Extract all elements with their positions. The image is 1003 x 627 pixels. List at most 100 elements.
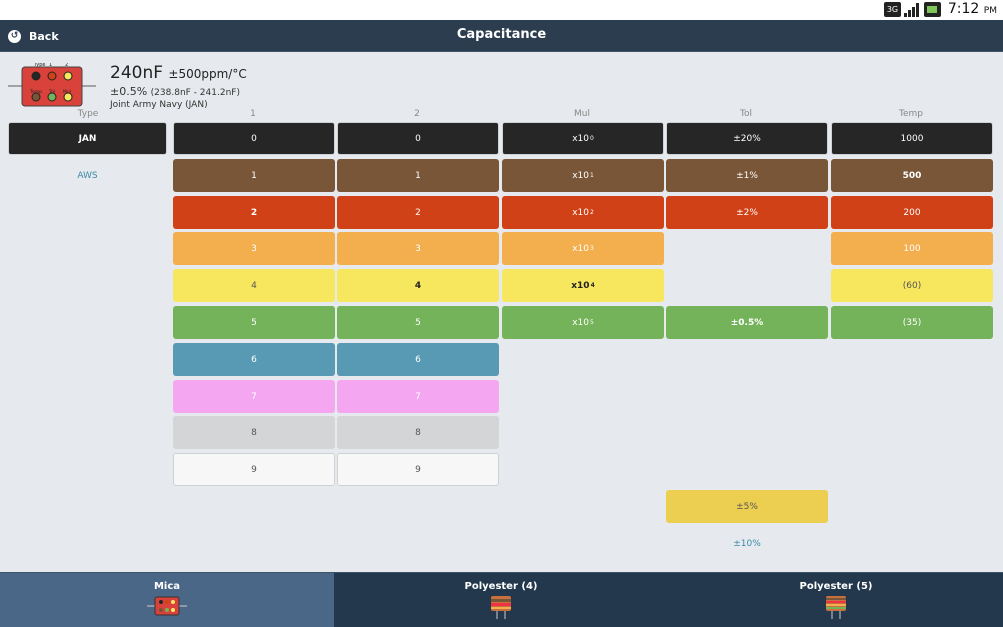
option-label: 7 [251,391,257,402]
type-option-1[interactable]: AWS [8,159,167,192]
tolerance-range: (238.8nF - 241.2nF) [150,88,240,98]
digit1-option-8[interactable]: 8 [173,416,335,449]
clock: 7:12 PM [947,1,997,17]
back-button[interactable]: ↺ Back [8,26,59,46]
digit1-option-9[interactable]: 9 [173,453,335,486]
digit1-option-6[interactable]: 6 [173,343,335,376]
option-label: 9 [415,464,421,475]
temp-option-0[interactable]: 1000 [831,122,993,155]
tolerance-option-10[interactable]: ±5% [666,490,828,523]
option-label: 4 [251,280,257,291]
option-label: 1 [415,170,421,181]
exponent: 1 [589,172,594,179]
mica-capacitor-icon: Type 1 2 Temp Tol Mul [8,63,96,107]
digit2-option-9[interactable]: 9 [337,453,499,486]
digit2-option-4[interactable]: 4 [337,269,499,302]
tolerance-value: ±0.5% [110,85,148,98]
digit1-option-0[interactable]: 0 [173,122,335,155]
option-label: 3 [251,243,257,254]
digit2-option-7[interactable]: 7 [337,380,499,413]
tab-mica[interactable]: Mica [0,573,334,627]
type-name: Joint Army Navy (JAN) [110,100,208,110]
3g-icon: 3G [884,2,901,17]
option-label: 5 [415,317,421,328]
digit1-option-7[interactable]: 7 [173,380,335,413]
option-label: ±20% [733,133,761,144]
multiplier-option-2[interactable]: x10 2 [502,196,664,229]
option-label: 500 [902,170,922,181]
tab-polyester-5[interactable]: Polyester (5) [669,573,1003,627]
option-label: 1 [251,170,257,181]
option-label: x10 [572,133,589,144]
digit2-option-5[interactable]: 5 [337,306,499,339]
mica-icon [147,596,187,616]
column-header-temp: Temp [899,109,923,119]
svg-text:2: 2 [65,63,68,68]
svg-text:Mul: Mul [63,89,71,95]
digit1-option-4[interactable]: 4 [173,269,335,302]
tolerance-line: ±0.5% (238.8nF - 241.2nF) [110,85,247,98]
digit2-option-0[interactable]: 0 [337,122,499,155]
column-header-multiplier: Mul [574,109,590,119]
capacitance-value: 240nF [110,63,164,83]
column-header-digit1: 1 [250,109,256,119]
page-title: Capacitance [456,27,547,42]
tolerance-option-5[interactable]: ±0.5% [666,306,828,339]
temp-option-3[interactable]: 100 [831,232,993,265]
option-label: 9 [251,464,257,475]
digit2-option-2[interactable]: 2 [337,196,499,229]
polyester-capacitor-icon [826,596,846,619]
temp-option-4[interactable]: (60) [831,269,993,302]
option-label: 6 [415,354,421,365]
exponent: 2 [589,209,594,216]
option-label: 0 [251,133,257,144]
exponent: 3 [589,245,594,252]
option-label: ±2% [736,207,758,218]
multiplier-option-1[interactable]: x10 1 [502,159,664,192]
multiplier-option-0[interactable]: x10 0 [502,122,664,155]
multiplier-option-4[interactable]: x10 4 [502,269,664,302]
tolerance-option-11[interactable]: ±10% [666,527,828,560]
value-summary: 240nF ±500ppm/°C ±0.5% (238.8nF - 241.2n… [110,63,247,110]
digit1-option-3[interactable]: 3 [173,232,335,265]
svg-text:Type: Type [33,63,45,68]
option-label: 7 [415,391,421,402]
option-label: x10 [572,207,589,218]
option-label: x10 [572,243,589,254]
back-label: Back [29,29,59,43]
column-header-tolerance: Tol [740,109,752,119]
option-label: ±10% [733,538,761,549]
multiplier-option-5[interactable]: x10 5 [502,306,664,339]
title-bar: ↺ Back Capacitance [0,20,1003,52]
temp-option-1[interactable]: 500 [831,159,993,192]
option-label: 0 [415,133,421,144]
exponent: 5 [589,319,594,326]
svg-text:Tol: Tol [48,89,55,95]
digit1-option-5[interactable]: 5 [173,306,335,339]
option-label: 6 [251,354,257,365]
temp-option-2[interactable]: 200 [831,196,993,229]
option-label: (35) [902,317,922,328]
option-label: ±5% [736,501,758,512]
exponent: 4 [590,282,595,289]
digit2-option-3[interactable]: 3 [337,232,499,265]
tolerance-option-0[interactable]: ±20% [666,122,828,155]
type-option-0[interactable]: JAN [8,122,167,155]
temp-coefficient: ±500ppm/°C [168,67,247,81]
option-label: ±0.5% [730,317,764,328]
digit1-option-2[interactable]: 2 [173,196,335,229]
signal-icon [904,2,921,17]
digit2-option-8[interactable]: 8 [337,416,499,449]
option-label: 8 [251,427,257,438]
multiplier-option-3[interactable]: x10 3 [502,232,664,265]
digit2-option-6[interactable]: 6 [337,343,499,376]
tolerance-option-1[interactable]: ±1% [666,159,828,192]
digit1-option-1[interactable]: 1 [173,159,335,192]
option-label: 3 [415,243,421,254]
digit2-option-1[interactable]: 1 [337,159,499,192]
temp-option-5[interactable]: (35) [831,306,993,339]
option-label: 2 [415,207,421,218]
option-label: AWS [77,170,98,181]
tab-polyester-4[interactable]: Polyester (4) [334,573,668,627]
tolerance-option-2[interactable]: ±2% [666,196,828,229]
